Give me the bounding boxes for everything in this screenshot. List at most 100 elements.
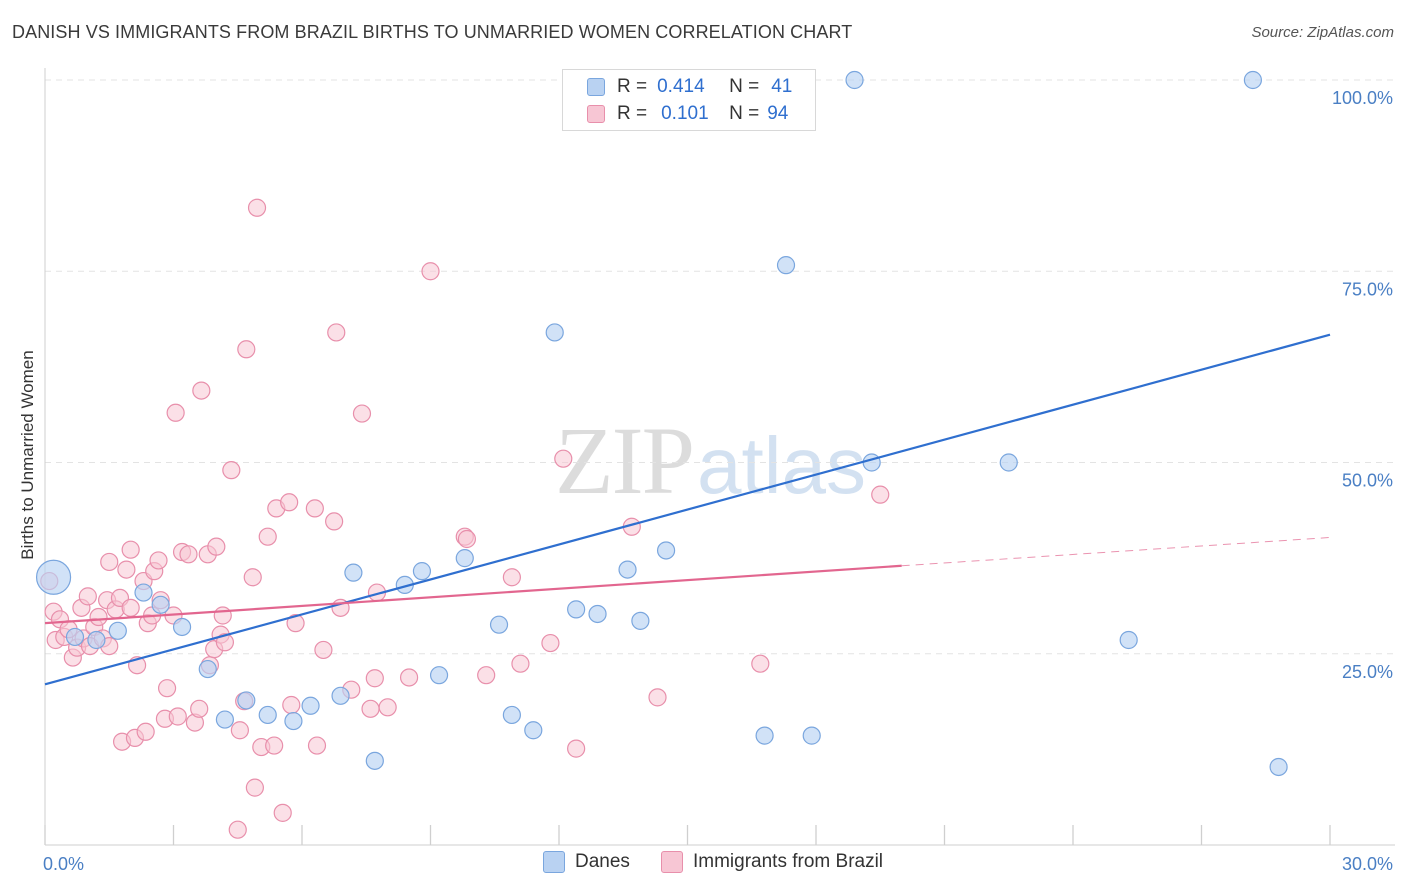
danes-point <box>87 630 106 650</box>
danes-point <box>1243 70 1263 90</box>
legend-row-danes: R = 0.414 N = 41 <box>587 74 792 100</box>
legend-n-label: N = <box>729 103 760 124</box>
danes-point <box>65 627 85 647</box>
danes-point <box>567 600 586 619</box>
legend-swatch-danes <box>543 851 565 873</box>
danes-point <box>365 751 384 770</box>
brazil-point <box>222 461 241 480</box>
danes-point <box>429 666 449 685</box>
stats-legend: R = 0.414 N = 41 R = 0.101 N = 94 <box>562 69 816 131</box>
brazil-point <box>751 654 770 673</box>
brazil-point <box>136 722 155 741</box>
danes-point <box>198 659 217 679</box>
danes-point <box>284 711 303 731</box>
legend-item-danes: Danes <box>543 851 630 873</box>
brazil-point <box>121 540 140 559</box>
brazil-point <box>327 323 346 342</box>
danes-point <box>502 705 521 725</box>
tick-labels: 25.0% 50.0% 75.0% 100.0% 0.0% 30.0% <box>43 88 1393 874</box>
watermark: ZIPatlas <box>555 405 866 516</box>
danes-point <box>631 611 650 630</box>
brazil-trend-extension <box>901 536 1331 567</box>
brazil-point <box>511 654 530 673</box>
legend-swatch-brazil <box>661 851 683 873</box>
legend-swatch-brazil <box>587 105 605 123</box>
legend-r-value: 0.101 <box>661 103 709 124</box>
brazil-point <box>149 551 168 570</box>
brazil-point <box>207 537 226 556</box>
brazil-point <box>117 560 136 579</box>
danes-point <box>1119 630 1138 650</box>
legend-n-value: 41 <box>771 76 793 97</box>
brazil-point <box>352 404 372 423</box>
brazil-point <box>378 698 397 717</box>
danes-point <box>999 453 1018 472</box>
danes-point <box>215 710 234 729</box>
danes-point <box>151 595 170 614</box>
danes-point <box>237 691 256 710</box>
danes-point <box>545 323 564 342</box>
brazil-point <box>365 669 384 688</box>
legend-r-label: R = <box>617 76 648 97</box>
legend-swatch-danes <box>587 78 605 96</box>
legend-r-label: R = <box>617 103 648 124</box>
legend-item-brazil: Immigrants from Brazil <box>661 851 883 873</box>
x-tick-label: 30.0% <box>1342 854 1393 874</box>
danes-point <box>331 686 350 705</box>
danes-points <box>35 70 1288 777</box>
brazil-point <box>190 699 209 718</box>
brazil-point <box>871 485 890 504</box>
brazil-point <box>567 739 586 758</box>
legend-n-value: 94 <box>767 103 789 124</box>
brazil-point <box>245 778 264 797</box>
brazil-point <box>192 381 211 400</box>
danes-point <box>172 617 192 637</box>
danes-point <box>455 549 474 568</box>
danes-point <box>755 726 774 745</box>
brazil-point <box>307 736 327 755</box>
danes-point <box>258 705 277 725</box>
danes-point <box>776 256 796 275</box>
watermark-atlas: atlas <box>697 421 866 510</box>
danes-point <box>802 726 821 745</box>
brazil-point <box>399 668 419 687</box>
brazil-point <box>541 633 560 653</box>
danes-point <box>618 560 637 579</box>
danes-point <box>489 615 509 634</box>
danes-point <box>845 70 864 90</box>
brazil-point <box>305 499 324 518</box>
brazil-point <box>457 529 477 549</box>
brazil-point <box>78 587 97 606</box>
brazil-point <box>325 512 344 531</box>
axes <box>44 68 1395 846</box>
brazil-point <box>648 688 667 707</box>
danes-point <box>108 621 127 640</box>
brazil-point <box>502 568 521 587</box>
legend-r-value: 0.414 <box>657 76 705 97</box>
brazil-point <box>421 262 440 281</box>
brazil-point <box>477 666 496 685</box>
brazil-points <box>40 198 890 839</box>
y-tick-label: 100.0% <box>1332 88 1393 108</box>
trend-lines <box>44 333 1331 686</box>
danes-point <box>1269 757 1288 777</box>
brazil-point <box>166 403 185 422</box>
source-label: Source: ZipAtlas.com <box>1251 24 1394 41</box>
brazil-point <box>121 598 140 617</box>
y-tick-label: 25.0% <box>1342 662 1393 682</box>
brazil-point <box>89 607 108 627</box>
brazil-point <box>554 449 573 468</box>
x-tick-label: 0.0% <box>43 854 84 874</box>
y-tick-label: 50.0% <box>1342 471 1393 491</box>
brazil-point <box>215 633 234 652</box>
y-tick-label: 75.0% <box>1342 279 1393 299</box>
danes-point <box>301 696 320 715</box>
brazil-point <box>273 803 292 822</box>
brazil-point <box>179 545 198 564</box>
brazil-point <box>314 640 333 660</box>
brazil-point <box>265 736 284 755</box>
brazil-point <box>280 493 299 512</box>
chart-title: DANISH VS IMMIGRANTS FROM BRAZIL BIRTHS … <box>12 22 853 42</box>
brazil-point <box>230 721 249 740</box>
